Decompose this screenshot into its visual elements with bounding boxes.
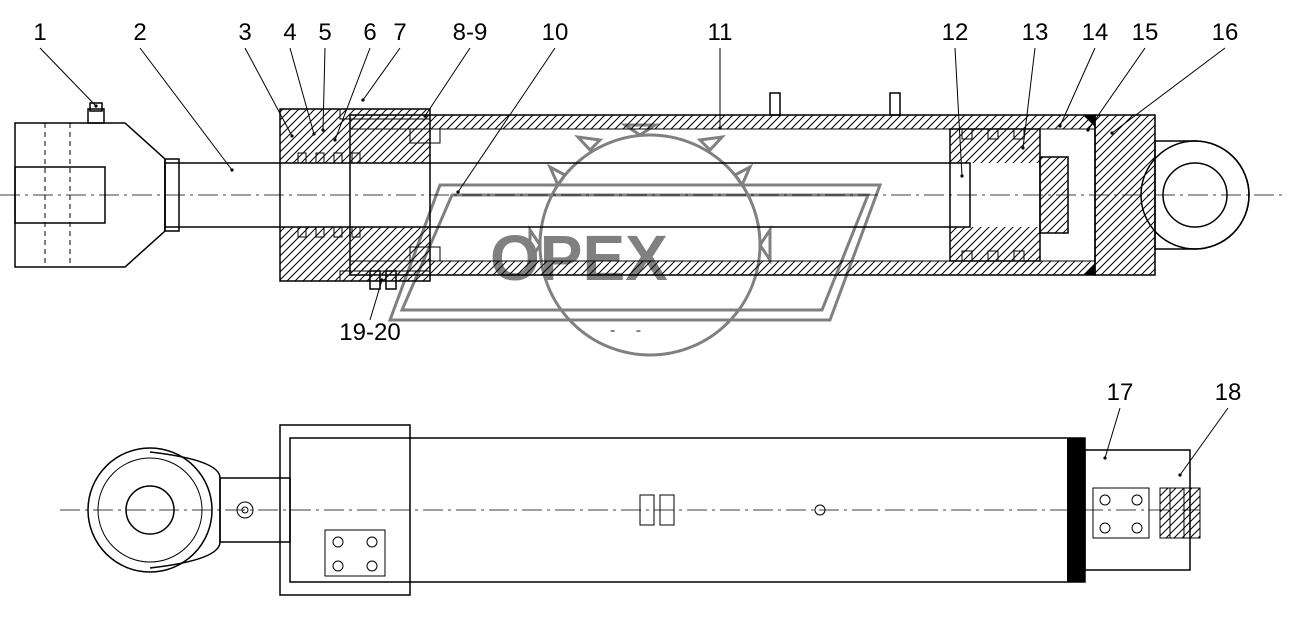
- callout-label: 19-20: [339, 319, 400, 346]
- callout-label: 7: [393, 19, 406, 46]
- callout-label: 5: [318, 19, 331, 46]
- cylinder-plan-view: [60, 425, 1200, 595]
- callout-label: 10: [542, 19, 569, 46]
- leader-line: [1112, 48, 1225, 133]
- callout-label: 18: [1215, 379, 1242, 406]
- callout-label: 17: [1107, 379, 1134, 406]
- callout-label: 8-9: [453, 19, 488, 46]
- callout-label: 11: [708, 19, 733, 46]
- leader-line: [140, 48, 232, 170]
- callout-label: 16: [1212, 19, 1239, 46]
- callout-label: 14: [1082, 19, 1109, 46]
- svg-text:- -: - -: [610, 322, 649, 339]
- opex-logo: OPEX - -: [390, 125, 880, 355]
- callout-label: 15: [1132, 19, 1159, 46]
- logo-text: OPEX: [490, 222, 668, 294]
- callout-label: 2: [133, 19, 146, 46]
- callout-label: 3: [238, 19, 251, 46]
- callout-label: 13: [1022, 19, 1049, 46]
- leader-line: [363, 48, 400, 100]
- leader-line: [370, 280, 382, 320]
- leader-line: [1180, 408, 1228, 475]
- callout-label: 12: [942, 19, 969, 46]
- leader-line: [425, 48, 470, 116]
- leader-line: [245, 48, 292, 136]
- callout-label: 4: [283, 19, 296, 46]
- callout-label: 1: [33, 19, 46, 46]
- callout-label: 6: [363, 19, 376, 46]
- leader-line: [40, 48, 96, 106]
